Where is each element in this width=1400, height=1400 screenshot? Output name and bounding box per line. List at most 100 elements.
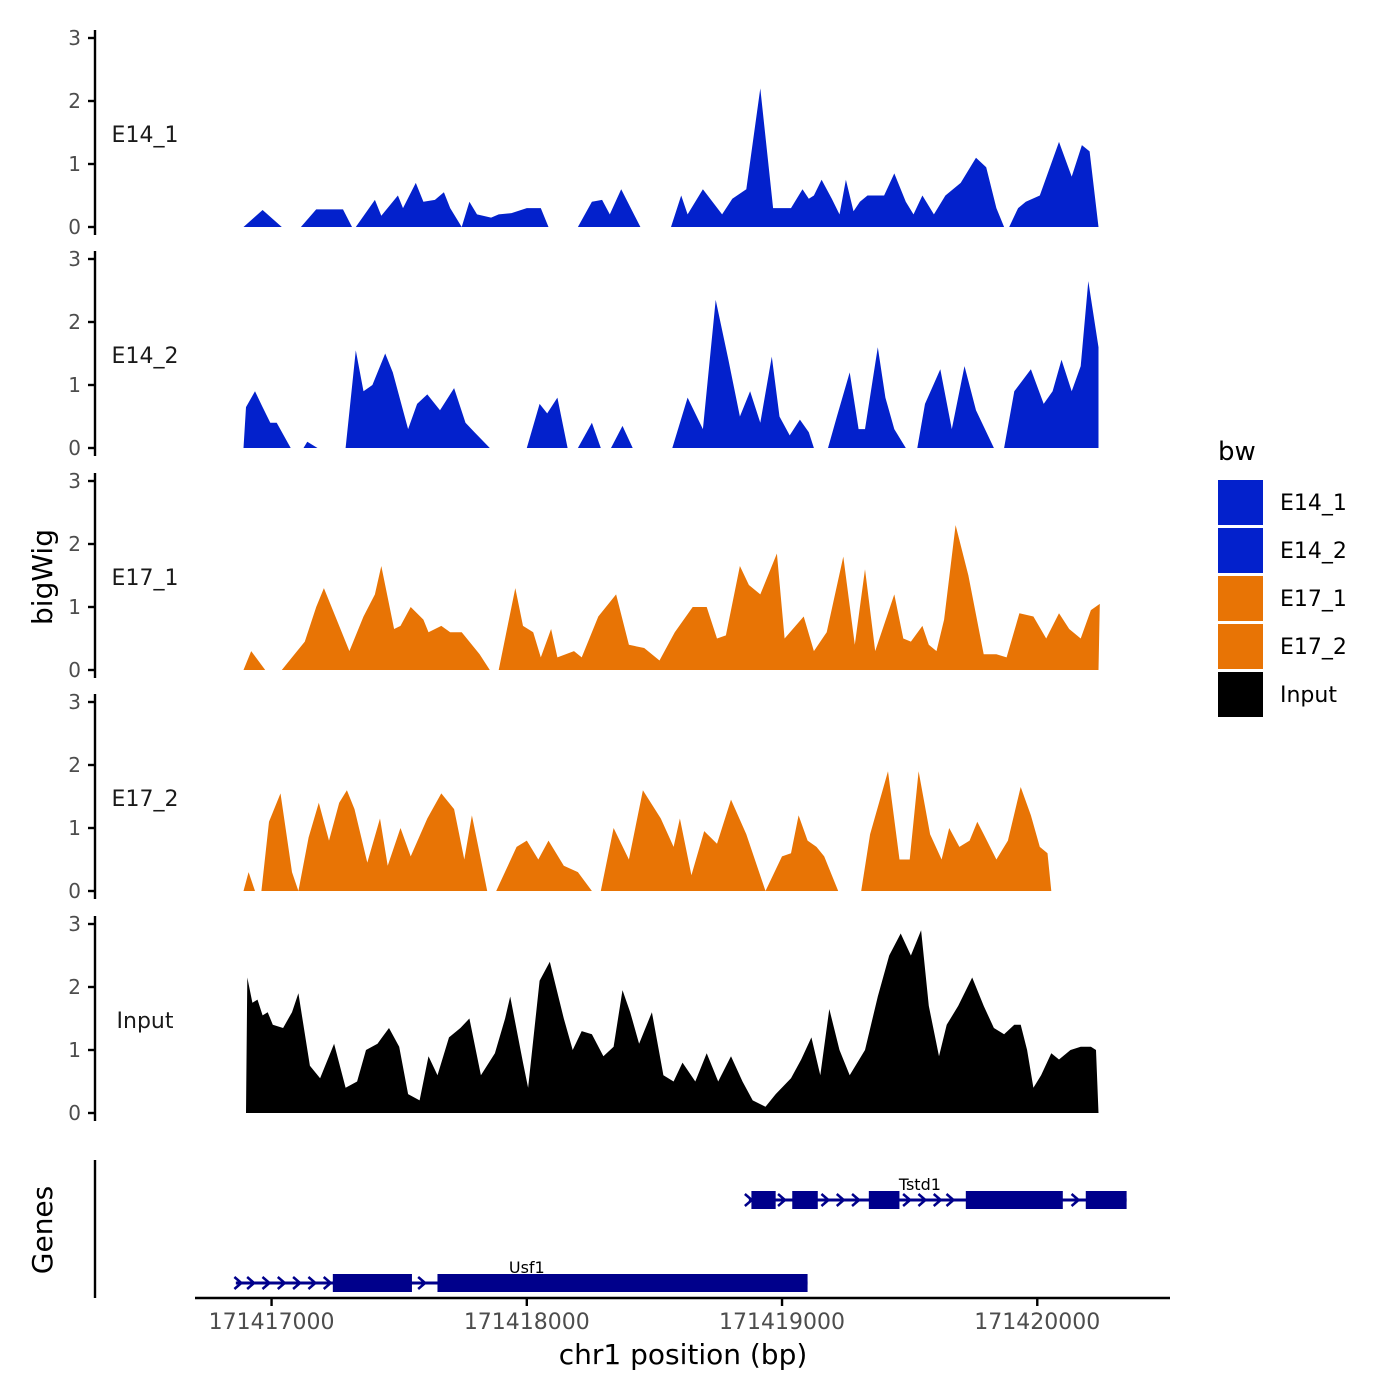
legend-swatch	[1218, 672, 1263, 717]
coverage-area-E14_2	[577, 422, 601, 448]
gene-Tstd1: Tstd1	[744, 1175, 1127, 1209]
track-Input: 0 1 2 3 Input	[68, 912, 1099, 1125]
track-E17_1: 0 1 2 3 E17_1	[68, 469, 1100, 682]
exon-block	[437, 1274, 808, 1292]
coverage-area-E17_2	[243, 872, 255, 891]
coverage-area-E17_1	[498, 525, 1100, 670]
coverage-area-E17_2	[261, 793, 299, 891]
exon-block	[751, 1191, 776, 1209]
track-label: E14_1	[112, 123, 179, 148]
y-tick-label: 1	[68, 152, 81, 176]
y-tick-label: 0	[68, 1101, 81, 1125]
x-axis-title: chr1 position (bp)	[559, 1338, 808, 1371]
legend-label: E14_1	[1280, 491, 1347, 516]
x-tick-label: 171418000	[464, 1310, 590, 1335]
strand-arrow	[417, 1276, 428, 1290]
legend-swatch	[1218, 528, 1263, 573]
track-panels: 0 1 2 3 E14_1 0 1 2 3 E14_2 0 1 2 3 E17_1 0 1 2 3 E17_2 0 1 2 3…	[68, 26, 1100, 1125]
track-label: Input	[117, 1009, 174, 1034]
strand-arrow	[276, 1276, 287, 1290]
coverage-area-E14_1	[671, 88, 1005, 228]
y-tick-label: 3	[68, 26, 81, 50]
coverage-area-E17_1	[243, 651, 266, 670]
genes-axis-title: Genes	[26, 1186, 59, 1274]
y-tick-label: 2	[68, 89, 81, 113]
strand-arrow	[1070, 1193, 1081, 1207]
y-tick-label: 2	[68, 532, 81, 556]
y-tick-label: 2	[68, 310, 81, 334]
x-tick-label: 171417000	[209, 1310, 335, 1335]
coverage-area-E17_2	[298, 790, 488, 891]
y-tick-label: 0	[68, 658, 81, 682]
strand-arrow	[835, 1193, 846, 1207]
strand-arrow	[932, 1193, 943, 1207]
y-tick-label: 3	[68, 247, 81, 271]
coverage-area-E17_2	[496, 840, 592, 891]
coverage-area-E14_2	[1004, 281, 1099, 448]
y-tick-label: 1	[68, 1038, 81, 1062]
y-tick-label: 1	[68, 373, 81, 397]
exon-block	[792, 1191, 818, 1209]
y-tick-label: 3	[68, 469, 81, 493]
strand-arrow	[322, 1276, 333, 1290]
gene-name-label: Usf1	[509, 1258, 545, 1277]
coverage-area-E14_1	[1009, 141, 1099, 227]
y-axis-title: bigWig	[26, 529, 59, 625]
coverage-area-E14_2	[672, 299, 814, 448]
track-label: E17_2	[112, 787, 179, 812]
x-tick-label: 171419000	[719, 1310, 845, 1335]
coverage-area-E17_2	[861, 771, 1052, 891]
gene-Usf1: Usf1	[233, 1258, 808, 1292]
genes-panel: Tstd1 Usf1	[93, 1160, 1127, 1298]
x-axis: 171417000 171418000 171419000 171420000	[195, 1296, 1170, 1335]
exon-block	[1085, 1191, 1127, 1209]
strand-arrow	[246, 1276, 257, 1290]
coverage-area-E14_2	[345, 350, 490, 448]
y-tick-label: 0	[68, 436, 81, 460]
strand-arrow	[744, 1193, 754, 1207]
strand-arrow	[777, 1193, 787, 1207]
legend-label: E17_1	[1280, 587, 1347, 612]
coverage-area-E14_1	[300, 209, 352, 227]
y-tick-label: 3	[68, 912, 81, 936]
coverage-area-Input	[246, 930, 1099, 1113]
y-tick-label: 1	[68, 595, 81, 619]
legend-swatch	[1218, 480, 1263, 525]
coverage-area-E14_1	[577, 189, 641, 227]
coverage-area-E14_2	[303, 441, 318, 448]
y-tick-label: 3	[68, 690, 81, 714]
track-E17_2: 0 1 2 3 E17_2	[68, 690, 1052, 903]
y-tick-label: 0	[68, 879, 81, 903]
track-E14_2: 0 1 2 3 E14_2	[68, 247, 1099, 460]
y-tick-label: 1	[68, 816, 81, 840]
strand-arrow	[902, 1193, 913, 1207]
exon-block	[965, 1191, 1063, 1209]
legend-label: Input	[1280, 683, 1337, 708]
legend-label: E17_2	[1280, 635, 1347, 660]
legend-swatch	[1218, 576, 1263, 621]
x-tick-label: 171420000	[974, 1310, 1100, 1335]
y-tick-label: 0	[68, 215, 81, 239]
coverage-area-E14_2	[828, 347, 906, 448]
track-label: E14_2	[112, 344, 179, 369]
coverage-area-E14_1	[243, 210, 282, 227]
exon-block	[868, 1191, 900, 1209]
strand-arrow	[307, 1276, 318, 1290]
track-E14_1: 0 1 2 3 E14_1	[68, 26, 1099, 239]
coverage-area-E14_2	[611, 425, 633, 448]
strand-arrow	[820, 1193, 831, 1207]
legend-title: bw	[1218, 437, 1256, 467]
coverage-area-E14_2	[917, 366, 994, 448]
coverage-area-E14_1	[461, 201, 549, 227]
coverage-area-E14_2	[526, 397, 568, 448]
strand-arrow	[851, 1193, 861, 1207]
strand-arrow	[233, 1276, 244, 1290]
legend: bw E14_1 E14_2 E17_1 E17_2 Input	[1218, 437, 1347, 717]
strand-arrow	[292, 1276, 303, 1290]
gene-name-label: Tstd1	[898, 1175, 941, 1194]
track-label: E17_1	[112, 566, 179, 591]
coverage-area-E17_2	[600, 790, 839, 891]
exon-block	[332, 1274, 412, 1292]
coverage-area-E17_1	[281, 566, 490, 670]
